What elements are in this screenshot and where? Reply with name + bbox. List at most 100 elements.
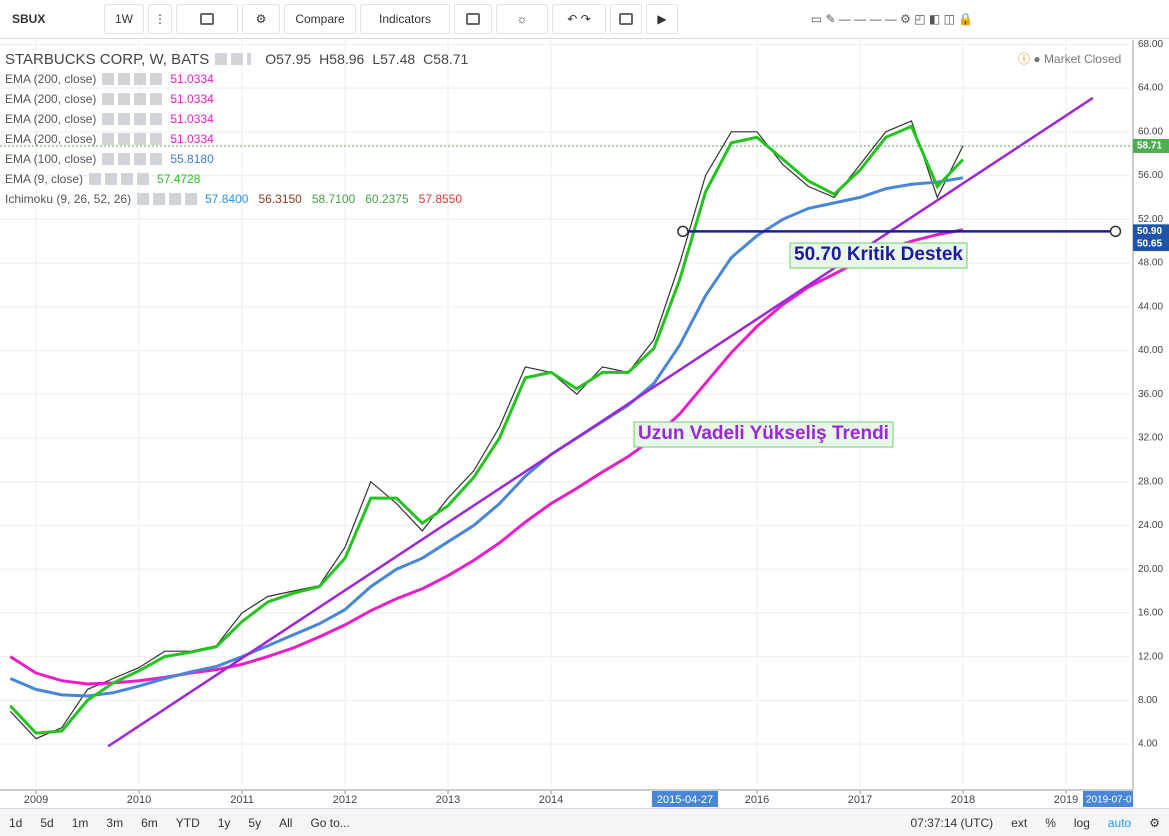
y-tick-label: 40.00 [1138, 345, 1163, 356]
settings: ⚙ [1149, 815, 1160, 830]
x-tick-label: 2018 [951, 794, 975, 806]
legend-buttons [102, 93, 165, 105]
range-button[interactable]: 5y [248, 815, 262, 830]
legend-buttons [102, 73, 165, 85]
annotation: Uzun Vadeli Yükseliş Trendi [633, 421, 894, 448]
indicator-name: EMA (200, close) [5, 132, 97, 146]
range-button[interactable]: YTD [175, 815, 200, 830]
legend-row: EMA (200, close) 51.0334 [5, 89, 472, 109]
annotation-box [633, 421, 894, 448]
symbol[interactable]: SBUX [12, 12, 46, 26]
annotation-box [789, 242, 968, 269]
range-end-bg [1083, 791, 1133, 807]
series-line [9, 124, 965, 735]
indicator-name: EMA (9, close) [5, 172, 84, 186]
range-end-label: 2019-07-0 [1086, 795, 1132, 806]
scale-option[interactable]: % [1045, 815, 1056, 830]
range-button[interactable]: 5d [40, 815, 54, 830]
undo-redo[interactable]: ↶ ↷ [552, 4, 606, 34]
legend-row: STARBUCKS CORP, W, BATS O 57.95 H 58.96 L 57.4… [5, 49, 472, 69]
y-tick-label: 52.00 [1138, 214, 1163, 225]
price-label: 50.90 [1137, 226, 1162, 237]
y-tick-label: 28.00 [1138, 476, 1163, 487]
toolbar: SBUX 1W ⋮ ⚙ Compare Indicators ☼ ↶ ↷ ▶ ▭… [0, 0, 1169, 39]
ohlc-value: 58.71 [433, 51, 469, 67]
legend-buttons [215, 53, 252, 65]
replay[interactable]: ▶ [646, 4, 678, 34]
legend-buttons [102, 113, 165, 125]
indicator-value: 58.7100 [311, 192, 356, 206]
range-button[interactable]: 1d [9, 815, 23, 830]
y-tick-label: 48.00 [1138, 258, 1163, 269]
compare[interactable]: Compare [284, 4, 356, 34]
goto-button[interactable]: Go to... [310, 815, 350, 830]
x-tick-label: 2013 [436, 794, 460, 806]
range-button[interactable]: 3m [106, 815, 124, 830]
line-handle [1109, 225, 1122, 238]
series-line [9, 176, 964, 698]
indicator-value: 51.0334 [170, 132, 214, 146]
y-tick-label: 60.00 [1138, 126, 1163, 137]
legend-buttons [102, 133, 165, 145]
y-tick-label: 16.00 [1138, 608, 1163, 619]
legend-row: EMA (200, close) 51.0334 [5, 109, 472, 129]
scale-option[interactable]: log [1073, 815, 1090, 830]
y-tick-label: 4.00 [1138, 739, 1158, 750]
indicator-name: EMA (200, close) [5, 92, 97, 106]
price-label: 58.71 [1137, 141, 1162, 152]
x-tick-label: 2011 [230, 794, 254, 806]
indicator-value: 56.3150 [258, 192, 302, 206]
clock: 07:37:14 (UTC) [910, 815, 994, 830]
menu[interactable]: ⋮ [148, 4, 172, 34]
range-button[interactable]: 6m [141, 815, 158, 830]
x-tick-label: 2016 [745, 794, 769, 806]
chart: 50.70 Kritik Destek Uzun Vadeli Yükseliş … [0, 39, 1169, 807]
chart-style[interactable] [176, 4, 238, 34]
y-tick-label: 64.00 [1138, 83, 1163, 94]
indicator-name: EMA (100, close) [5, 152, 97, 166]
annotation-text: 50.70 Kritik Destek [794, 244, 963, 265]
trend-line [107, 96, 1094, 748]
market-status: ⓘ ● Market Closed [1018, 52, 1122, 66]
y-tick-label: 36.00 [1138, 389, 1163, 400]
indicator-name: EMA (200, close) [5, 72, 97, 86]
legend-row: Ichimoku (9, 26, 52, 26) 57.8400 56.3150 58… [5, 189, 472, 209]
x-tick-label: 2014 [539, 794, 563, 806]
ohlc-value: 58.96 [329, 51, 365, 67]
price-label-bg [1133, 237, 1169, 252]
interval[interactable]: 1W [104, 4, 144, 34]
legend-row: EMA (200, close) 51.0334 [5, 69, 472, 89]
legend-buttons [89, 173, 152, 185]
legend-buttons [102, 153, 165, 165]
fullscreen[interactable] [610, 4, 642, 34]
settings[interactable]: ⚙ [242, 4, 280, 34]
indicator-value: 51.0334 [170, 72, 214, 86]
legend-row: EMA (9, close) 57.4728 [5, 169, 472, 189]
indicator-value: 57.8400 [205, 192, 249, 206]
range-button[interactable]: 1y [217, 815, 231, 830]
range-button[interactable]: All [279, 815, 293, 830]
price-label-bg [1133, 224, 1169, 239]
price-label: 50.65 [1137, 239, 1162, 250]
ohlc-key: L [372, 51, 381, 67]
indicator-value: 57.4728 [157, 172, 201, 186]
range-button[interactable]: 1m [71, 815, 89, 830]
indicator-value: 51.0334 [170, 112, 214, 126]
scale-option[interactable]: auto [1107, 815, 1132, 830]
ohlc-value: 57.48 [380, 51, 416, 67]
ohlc-key: H [319, 51, 330, 67]
y-tick-label: 20.00 [1138, 564, 1163, 575]
scale-option[interactable]: ext [1011, 815, 1028, 830]
y-tick-label: 8.00 [1138, 695, 1158, 706]
legend-buttons [137, 193, 200, 205]
annotation-text: Uzun Vadeli Yükseliş Trendi [638, 423, 889, 444]
templates[interactable]: ☼ [496, 4, 548, 34]
drawing-tools[interactable]: ▭ ✎ ― ― ― ― ⚙ ◰ ◧ ◫ 🔒 [810, 12, 974, 26]
indicators[interactable]: Indicators [360, 4, 450, 34]
y-tick-label: 32.00 [1138, 433, 1163, 444]
legend-row: EMA (100, close) 55.8180 [5, 149, 472, 169]
alert[interactable] [454, 4, 492, 34]
y-tick-label: 56.00 [1138, 170, 1163, 181]
price-label-bg [1133, 138, 1169, 153]
